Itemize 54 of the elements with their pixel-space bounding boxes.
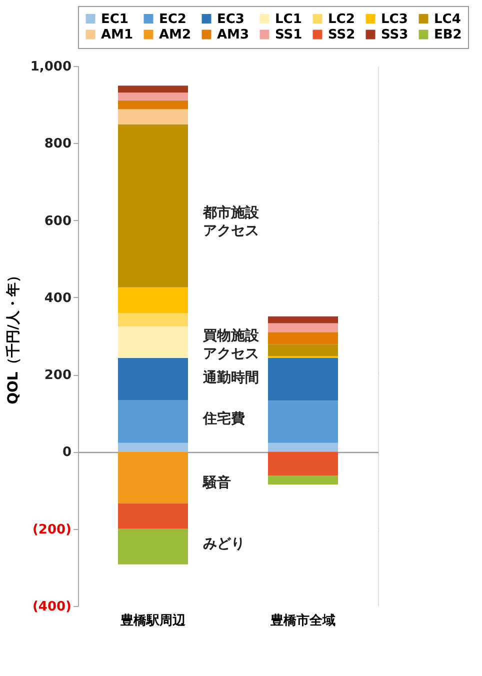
bar: [118, 528, 188, 564]
annotation: 住宅費: [202, 410, 245, 427]
legend-label: EC1: [101, 12, 128, 27]
y-tick-label: 400: [44, 290, 72, 306]
bar: [118, 109, 188, 124]
y-tick-label: (400): [32, 600, 72, 614]
y-tick-label: 800: [44, 136, 72, 152]
bar: [118, 287, 188, 314]
legend-label: LC4: [434, 12, 461, 27]
annotation: 都市施設アクセス: [202, 204, 260, 239]
legend-label: EC2: [159, 12, 186, 27]
legend-label: LC1: [275, 12, 302, 27]
annotation: 買物施設アクセス: [202, 328, 260, 362]
legend-label: LC2: [328, 12, 355, 27]
legend-label: AM1: [101, 28, 134, 42]
y-tick-label: 0: [62, 445, 72, 460]
legend-label: EC3: [217, 12, 244, 27]
bar: [268, 452, 338, 476]
bar: [118, 503, 188, 528]
bar: [118, 313, 188, 326]
bar: [118, 400, 188, 443]
bar: [118, 86, 188, 93]
annotation: 騒音: [202, 474, 231, 491]
bar: [118, 326, 188, 358]
y-tick-label: (200): [32, 522, 72, 538]
bar: [268, 400, 338, 443]
y-tick-label: 200: [44, 368, 72, 384]
bar: [268, 442, 338, 452]
bar: [118, 100, 188, 110]
legend-label: LC3: [381, 12, 408, 27]
bar: [118, 442, 188, 452]
bar: [268, 323, 338, 332]
bar: [118, 92, 188, 100]
bar: [268, 344, 338, 356]
bar: [118, 124, 188, 288]
legend-label: EB2: [434, 28, 462, 42]
bar: [268, 316, 338, 324]
y-tick-label: 600: [44, 214, 72, 229]
legend-label: AM2: [159, 28, 192, 42]
bar: [118, 358, 188, 400]
bar: [268, 332, 338, 344]
bar: [268, 476, 338, 484]
legend-label: SS2: [328, 28, 356, 42]
annotation: 通勤時間: [202, 369, 259, 386]
annotation: みどり: [203, 536, 245, 552]
y-tick-label: 1,000: [30, 60, 72, 74]
legend-label: SS1: [275, 28, 302, 42]
x-tick-label: 豊橋駅周辺: [120, 612, 186, 628]
legend-label: AM3: [217, 28, 250, 42]
legend-label: SS3: [381, 28, 408, 42]
bar: [268, 358, 338, 401]
bar: [118, 452, 188, 504]
x-tick-label: 豊橋市全域: [270, 612, 336, 628]
y-axis-title: QOL（千円/人・年）: [4, 268, 22, 404]
